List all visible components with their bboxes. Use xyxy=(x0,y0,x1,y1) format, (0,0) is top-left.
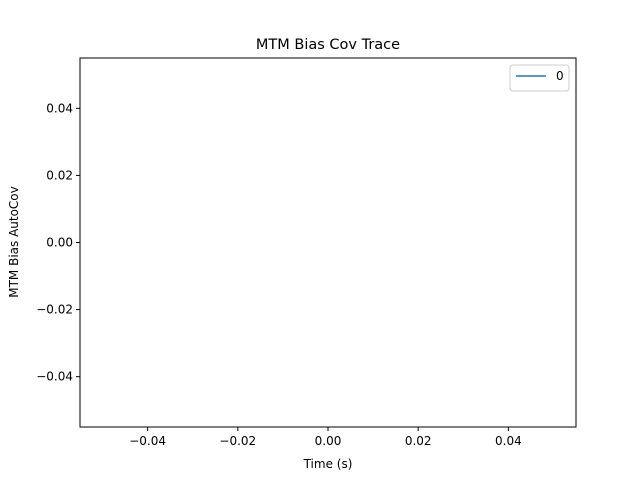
legend: 0 xyxy=(509,64,570,92)
x-tick-label: 0.04 xyxy=(495,434,522,448)
x-axis-label: Time (s) xyxy=(303,457,353,471)
y-tick-label: 0.02 xyxy=(46,168,73,182)
y-tick-label: −0.02 xyxy=(36,303,73,317)
y-tick-label: 0.00 xyxy=(46,236,73,250)
x-tick-label: −0.02 xyxy=(219,434,256,448)
y-axis-ticks: −0.04 −0.02 0.00 0.02 0.04 xyxy=(36,101,80,384)
plot-frame xyxy=(79,57,577,428)
plot-background xyxy=(80,58,576,427)
y-tick-label: 0.04 xyxy=(46,101,73,115)
y-tick-label: −0.04 xyxy=(36,370,73,384)
plot-area xyxy=(80,58,576,427)
x-tick-label: 0.02 xyxy=(405,434,432,448)
x-axis-ticks: −0.04 −0.02 0.00 0.02 0.04 xyxy=(129,427,522,448)
legend-frame xyxy=(509,64,570,92)
chart-title: MTM Bias Cov Trace xyxy=(256,37,400,53)
y-axis-label: MTM Bias AutoCov xyxy=(7,186,21,298)
x-tick-label: 0.00 xyxy=(315,434,342,448)
x-tick-label: −0.04 xyxy=(129,434,166,448)
legend-label-series-0: 0 xyxy=(556,69,564,83)
